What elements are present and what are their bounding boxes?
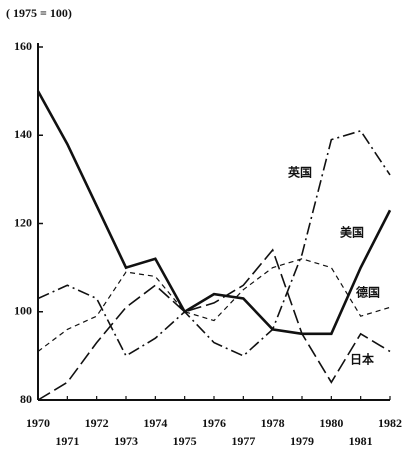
x-tick-label: 1975 <box>173 434 197 448</box>
x-tick-label: 1970 <box>26 416 50 430</box>
series-line <box>37 248 391 401</box>
series-line <box>37 258 391 352</box>
x-tick-label: 1979 <box>290 434 314 448</box>
series-line <box>37 129 391 358</box>
x-tick-label: 1974 <box>143 416 167 430</box>
x-tick-label: 1971 <box>55 434 79 448</box>
y-tick-label: 80 <box>20 392 32 406</box>
x-tick-label: 1976 <box>202 416 226 430</box>
x-tick-label: 1982 <box>378 416 402 430</box>
x-tick-label: 1972 <box>85 416 109 430</box>
series-label: 美国 <box>340 225 364 240</box>
y-tick-label: 140 <box>14 127 32 141</box>
x-tick-label: 1981 <box>349 434 373 448</box>
y-tick-label: 160 <box>14 39 32 53</box>
series-label: 日本 <box>350 352 374 367</box>
x-tick-label: 1973 <box>114 434 138 448</box>
y-tick-label: 100 <box>14 304 32 318</box>
series-line <box>36 90 392 336</box>
x-tick-label: 1977 <box>231 434 255 448</box>
series-label: 英国 <box>288 165 312 180</box>
y-tick-label: 120 <box>14 215 32 229</box>
chart-subtitle: ( 1975 = 100) <box>6 6 72 20</box>
x-tick-label: 1978 <box>261 416 285 430</box>
series-label: 德国 <box>356 285 380 300</box>
x-tick-label: 1980 <box>319 416 343 430</box>
